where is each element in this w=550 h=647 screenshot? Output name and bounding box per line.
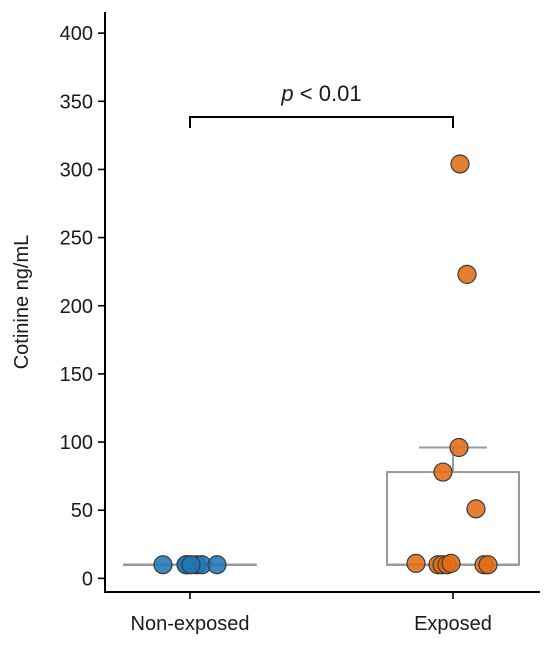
axes-layer: 0 50 100 150 200 250 300 350 400 Non-exposed Expos…	[11, 12, 540, 635]
data-point	[458, 265, 476, 283]
data-point	[451, 155, 469, 173]
data-point	[434, 463, 452, 481]
data-point	[154, 556, 172, 574]
data-point	[467, 500, 485, 518]
data-point	[442, 554, 460, 572]
boxplot-layer	[124, 448, 519, 565]
y-tick-label: 400	[60, 23, 93, 45]
y-tick-label: 250	[60, 228, 93, 250]
data-point	[208, 556, 226, 574]
points-layer	[154, 155, 497, 574]
data-point	[450, 439, 468, 457]
significance-bracket	[190, 117, 453, 128]
annotation-layer: p < 0.01	[190, 81, 453, 128]
p-value-label: p < 0.01	[280, 81, 361, 106]
box-exposed	[387, 472, 519, 565]
y-tick-label: 150	[60, 364, 93, 386]
y-tick-label: 50	[71, 500, 93, 522]
y-tick-label: 350	[60, 91, 93, 113]
p-symbol: p	[280, 81, 293, 106]
y-tick-label: 200	[60, 296, 93, 318]
data-point	[479, 556, 497, 574]
x-tick-label: Non-exposed	[131, 613, 250, 635]
y-tick-label: 0	[82, 568, 93, 590]
y-axis-label: Cotinine ng/mL	[11, 235, 33, 370]
y-tick-label: 300	[60, 159, 93, 181]
p-threshold: < 0.01	[294, 81, 362, 106]
y-tick-label: 100	[60, 432, 93, 454]
x-tick-label: Exposed	[414, 613, 492, 635]
data-point	[407, 554, 425, 572]
data-point	[182, 556, 200, 574]
